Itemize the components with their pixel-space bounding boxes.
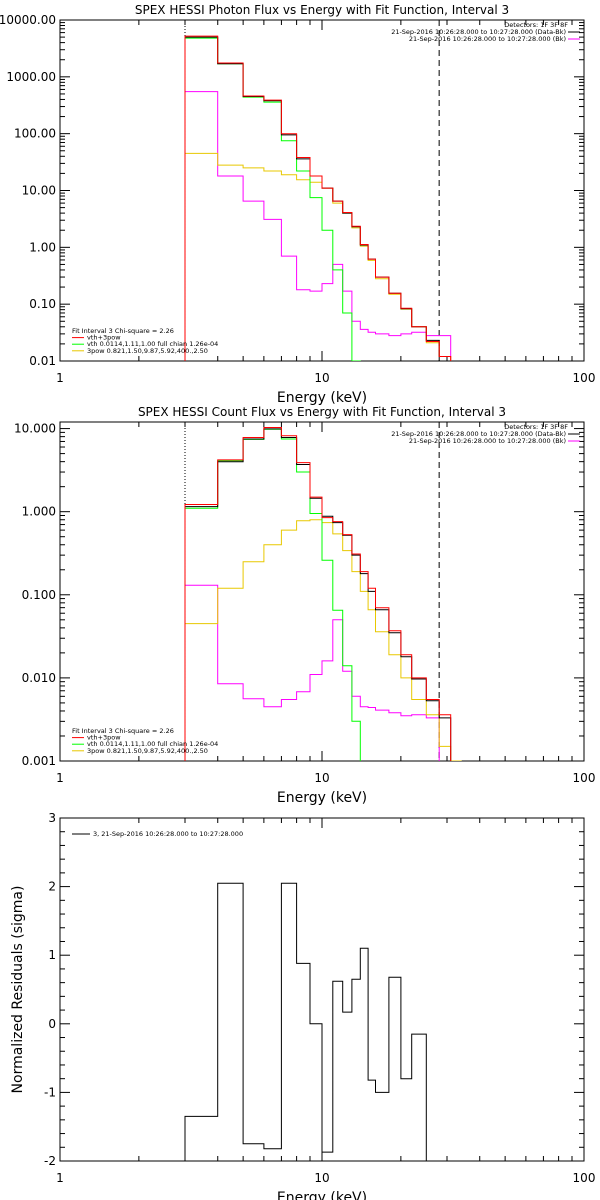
x-tick-label: 1: [56, 371, 64, 385]
series-vth-3pow: [184, 427, 452, 761]
y-tick-label: 1: [48, 948, 56, 962]
y-axis-label: Normalized Residuals (sigma): [10, 886, 26, 1094]
series-data-bk: [184, 428, 452, 761]
x-axis-label: Energy (keV): [277, 790, 367, 806]
legend-fit-info: Fit Interval 3 Chi-square = 2.26: [72, 727, 174, 735]
y-tick-label: 10000.00: [0, 13, 56, 27]
x-tick-label: 1: [56, 1171, 64, 1185]
series-bk: [184, 584, 440, 761]
series-group: [184, 882, 427, 1161]
plot-frame: [59, 421, 585, 762]
x-tick-label: 100: [573, 1171, 596, 1185]
chart-title: SPEX HESSI Count Flux vs Energy with Fit…: [138, 405, 506, 419]
series-data-bk: [184, 36, 452, 361]
x-tick-label: 1: [56, 771, 64, 785]
chart-panel-3: 1 10 100 Energy (keV) -2 -1 0 1 2 3 Normalized Res…: [10, 811, 595, 1200]
x-tick-label: 100: [573, 771, 596, 785]
legend-entry: vth 0.0114,1.11,1.00 full chian 1.26e-04: [87, 740, 218, 748]
chart-panel-1: SPEX HESSI Photon Flux vs Energy with Fi…: [0, 3, 595, 406]
legend-entry: vth+3pow: [87, 334, 121, 342]
legend-entry: 3pow 0.821,1.50,9.87,5.92,400.,2.50: [87, 747, 208, 755]
legend-entry: 21-Sep-2016 10:26:28.000 to 10:27:28.000…: [409, 437, 566, 445]
legend-detectors: Detectors: 1F 3F 8F: [504, 423, 568, 431]
series-vth: [184, 37, 361, 361]
legend-entry: 3pow 0.821,1.50,9.87,5.92,400.,2.50: [87, 347, 208, 355]
y-tick-label: 0.01: [29, 354, 56, 368]
x-tick-label: 10: [314, 771, 329, 785]
y-tick-label: 10.000: [14, 422, 56, 436]
y-tick-label: 0.100: [22, 588, 56, 602]
plot-frame: [59, 19, 585, 362]
x-tick-label: 100: [573, 371, 596, 385]
series-3pow: [184, 152, 452, 361]
series-group: [184, 427, 462, 761]
x-axis-label: Energy (keV): [277, 1190, 367, 1200]
legend-entry: vth+3pow: [87, 734, 121, 742]
series-vth-3pow: [184, 35, 452, 361]
legend-fit-info: Fit Interval 3 Chi-square = 2.26: [72, 327, 174, 335]
y-tick-label: -1: [44, 1085, 56, 1099]
series-group: [184, 35, 452, 361]
y-tick-label: 0.010: [22, 671, 56, 685]
y-tick-label: 10.00: [22, 184, 56, 198]
y-tick-label: 1.00: [29, 240, 56, 254]
y-tick-label: 100.00: [14, 127, 56, 141]
y-tick-label: 0: [48, 1017, 56, 1031]
legend-entry: 3, 21-Sep-2016 10:26:28.000 to 10:27:28.…: [93, 830, 243, 838]
x-tick-label: 10: [314, 1171, 329, 1185]
y-tick-label: 3: [48, 811, 56, 825]
y-tick-label: -2: [44, 1154, 56, 1168]
y-tick-label: 1.000: [22, 505, 56, 519]
chart-panel-2: SPEX HESSI Count Flux vs Energy with Fit…: [14, 405, 595, 806]
series-bk: [184, 91, 452, 361]
legend-entry: 21-Sep-2016 10:26:28.000 to 10:27:28.000…: [391, 430, 566, 438]
x-axis-label: Energy (keV): [277, 390, 367, 406]
x-tick-label: 10: [314, 371, 329, 385]
chart-title: SPEX HESSI Photon Flux vs Energy with Fi…: [135, 3, 509, 17]
legend-entry: 21-Sep-2016 10:26:28.000 to 10:27:28.000…: [391, 28, 566, 36]
y-tick-label: 2: [48, 880, 56, 894]
y-tick-label: 1000.00: [6, 70, 56, 84]
series-3pow: [184, 519, 462, 761]
series-3-21-sep-2016-10-26-28-000-to-10-27-28-000: [184, 882, 427, 1161]
series-vth: [184, 428, 361, 761]
legend-entry: 21-Sep-2016 10:26:28.000 to 10:27:28.000…: [409, 35, 566, 43]
y-tick-label: 0.001: [22, 754, 56, 768]
legend-detectors: Detectors: 1F 3F 8F: [504, 21, 568, 29]
legend-entry: vth 0.0114,1.11,1.00 full chian 1.26e-04: [87, 340, 218, 348]
y-tick-label: 0.10: [29, 297, 56, 311]
